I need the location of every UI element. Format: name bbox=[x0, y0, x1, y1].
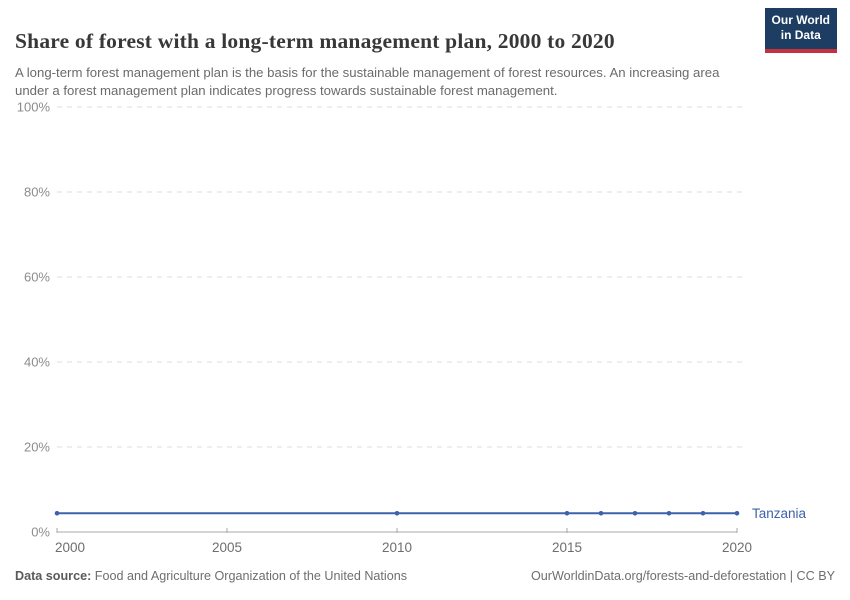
x-axis-label: 2000 bbox=[55, 540, 85, 555]
data-point[interactable] bbox=[666, 511, 672, 516]
x-axis-label: 2010 bbox=[382, 540, 412, 555]
y-axis-label: 40% bbox=[24, 355, 50, 370]
chart-svg: 0% 20% 40% 60% 80% 100% 2000 2005 2010 2015 2020 Ta… bbox=[17, 100, 807, 556]
y-axis-label: 60% bbox=[24, 270, 50, 285]
x-axis-label: 2005 bbox=[212, 540, 242, 555]
data-source-note: Data source: Food and Agriculture Organi… bbox=[15, 569, 407, 583]
y-axis-label: 100% bbox=[17, 100, 51, 115]
data-source-value: Food and Agriculture Organization of the… bbox=[91, 569, 408, 583]
x-axis-label: 2020 bbox=[722, 540, 752, 555]
chart-title: Share of forest with a long-term managem… bbox=[15, 29, 615, 54]
y-axis-label: 20% bbox=[24, 440, 50, 455]
x-axis-label: 2015 bbox=[552, 540, 582, 555]
data-point[interactable] bbox=[632, 511, 638, 516]
owid-logo[interactable]: Our World in Data bbox=[764, 8, 837, 53]
data-point[interactable] bbox=[394, 511, 400, 516]
data-point[interactable] bbox=[564, 511, 570, 516]
footer-link[interactable]: OurWorldinData.org/forests-and-deforesta… bbox=[530, 569, 835, 583]
chart-subtitle: A long-term forest management plan is th… bbox=[15, 65, 720, 99]
y-axis-label: 80% bbox=[24, 185, 50, 200]
y-axis-label: 0% bbox=[31, 525, 50, 540]
series-label[interactable]: Tanzania bbox=[752, 506, 807, 521]
data-point[interactable] bbox=[700, 511, 706, 516]
chart-footer: Data source: Food and Agriculture Organi… bbox=[15, 569, 835, 583]
owid-logo-line1: Our World bbox=[771, 13, 830, 27]
data-source-label: Data source: bbox=[15, 569, 92, 583]
owid-logo-line2: in Data bbox=[780, 28, 821, 43]
data-point[interactable] bbox=[54, 511, 60, 516]
data-point[interactable] bbox=[734, 511, 740, 516]
data-point[interactable] bbox=[598, 511, 604, 516]
